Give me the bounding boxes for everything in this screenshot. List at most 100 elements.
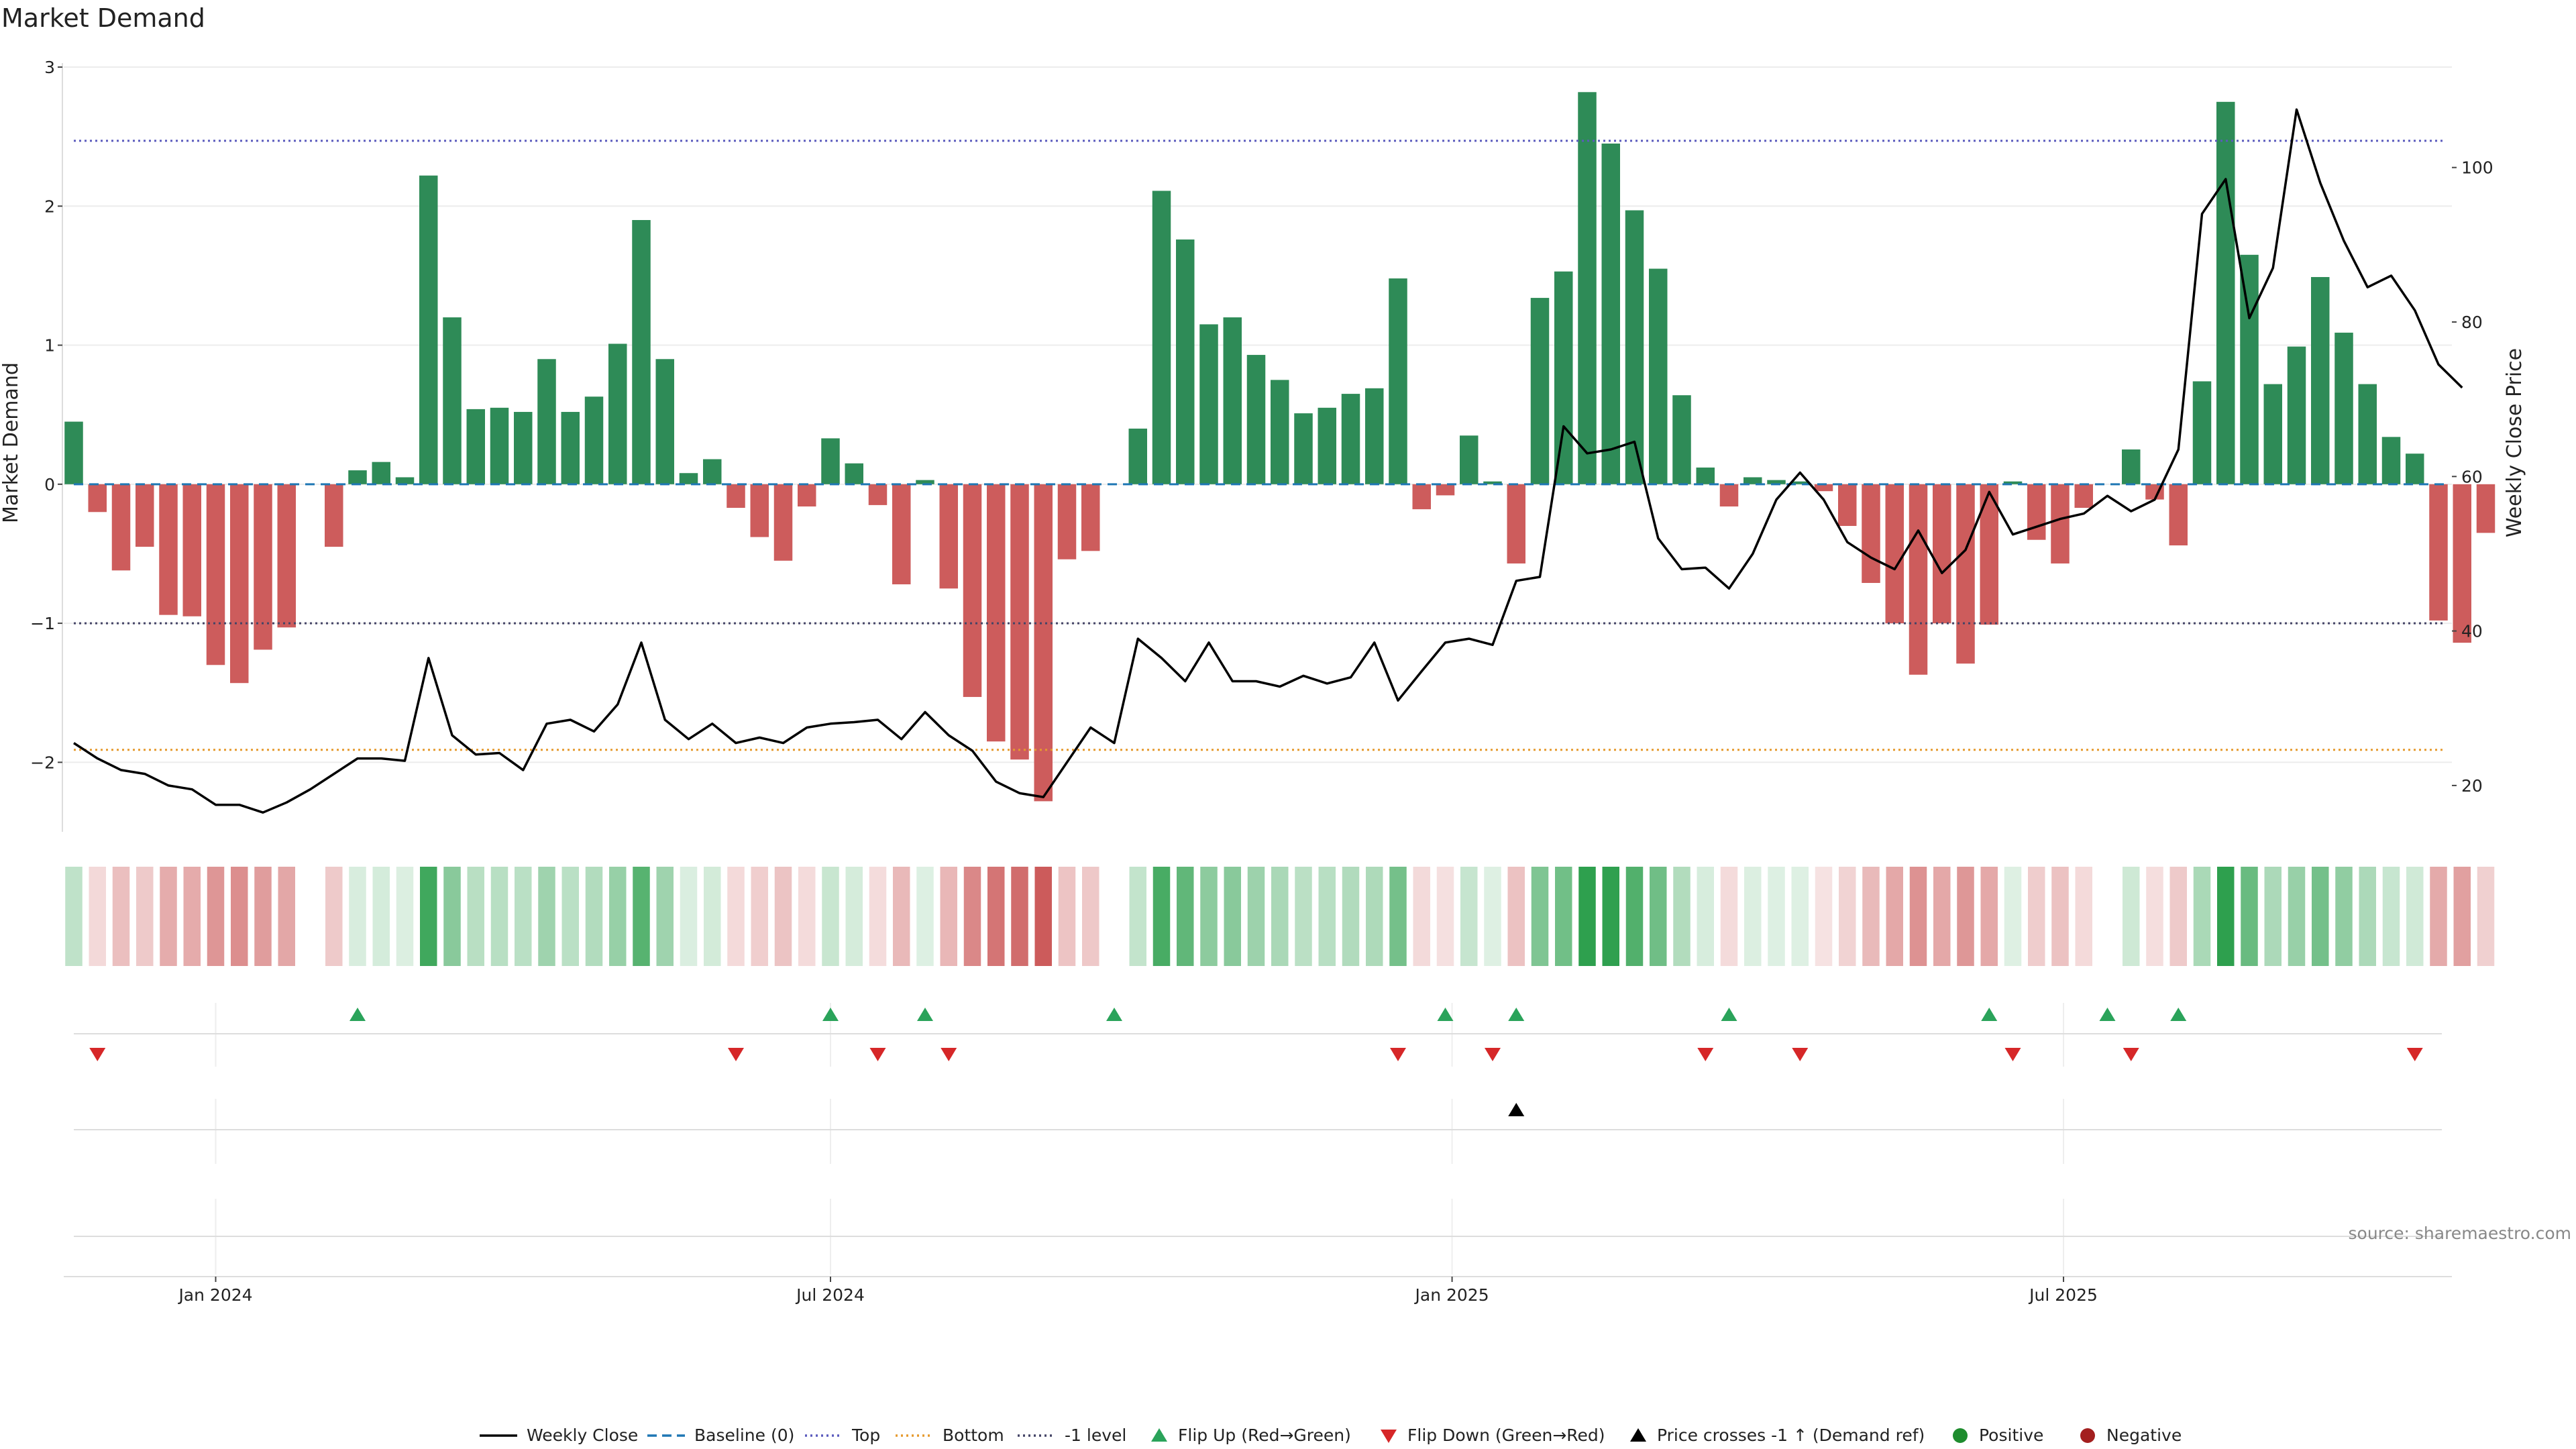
demand-bar [111,484,131,571]
flip-up-marker [2099,1008,2116,1021]
demand-bar [727,484,745,508]
heat-cell [1578,867,1596,966]
heat-cell [490,867,508,966]
demand-bar [2263,384,2282,484]
heat-cell [2169,867,2187,966]
legend-swatch [1381,1430,1397,1443]
heat-cell [1815,867,1833,966]
demand-bar [2074,484,2093,508]
demand-bar [88,484,107,513]
heat-cell [467,867,484,966]
demand-bar [845,463,863,484]
demand-bar [1743,477,1762,484]
demand-bar [2453,484,2471,643]
heat-cell [1602,867,1619,966]
demand-bar [514,412,533,484]
sign-dots-panel [74,1199,2442,1275]
price-cross-panel [74,1099,2442,1164]
heat-cell [893,867,910,966]
heat-cell [136,867,154,966]
legend-swatch [1630,1428,1646,1442]
demand-bar [537,359,556,484]
heat-cell [1555,867,1572,966]
heat-cell [1909,867,1927,966]
demand-bar [2287,346,2306,484]
heat-cell [2241,867,2258,966]
legend-label: Baseline (0) [694,1426,794,1445]
heat-cell [2217,867,2235,966]
heat-cell [2264,867,2282,966]
heat-cell [845,867,863,966]
heat-cell [2288,867,2306,966]
demand-bar [1152,191,1171,484]
flip-down-marker [1390,1048,1406,1061]
x-tick-label: Jan 2025 [1414,1285,1489,1305]
right-tick-label: 60 [2461,467,2483,486]
demand-bar [2358,384,2377,484]
heat-cell [1318,867,1336,966]
heat-cell [940,867,957,966]
demand-bar [1625,210,1644,484]
demand-bar [1719,484,1739,506]
legend-label: Negative [2106,1426,2182,1445]
heat-cell [538,867,555,966]
heat-cell [1507,867,1525,966]
demand-bar [1436,484,1455,496]
heat-cell [183,867,201,966]
demand-bar [2240,254,2259,484]
demand-bar [2216,101,2235,484]
demand-bar [892,484,911,585]
left-tick-label: −2 [30,753,55,772]
legend-label: Positive [1979,1426,2043,1445]
heat-cell [112,867,130,966]
demand-bar [230,484,249,684]
demand-bar [1057,484,1077,559]
heat-cell [1980,867,1998,966]
heat-cell [254,867,272,966]
heat-cell [2146,867,2163,966]
demand-bar [206,484,225,665]
heat-cell [2051,867,2069,966]
demand-bar [2334,332,2353,484]
heat-cell [1744,867,1762,966]
heat-cell [561,867,579,966]
legend-swatch [1953,1428,1968,1443]
flip-up-marker [822,1008,839,1021]
weekly-close-line [73,108,2463,814]
right-tick-label: 40 [2461,622,2483,641]
heat-cell [1011,867,1028,966]
price-series [73,108,2463,814]
heat-cell [1389,867,1407,966]
heat-cell [2193,867,2211,966]
flip-down-marker [941,1048,957,1061]
demand-bar [419,175,438,484]
flip-markers-panel [74,1003,2442,1067]
demand-bar [1081,484,1100,551]
heat-cell [1129,867,1146,966]
heat-cell [1862,867,1880,966]
chart-title: Market Demand [1,3,205,33]
flip-down-marker [2123,1048,2139,1061]
legend-label: Flip Down (Green→Red) [1407,1426,1605,1445]
heat-cell [1034,867,1052,966]
x-tick-label: Jul 2025 [2028,1285,2098,1305]
heat-cell [656,867,674,966]
heat-cell [1933,867,1951,966]
flip-up-marker [917,1008,933,1021]
heat-cell [278,867,295,966]
demand-bar [1672,395,1691,484]
heat-cell [1460,867,1478,966]
demand-bar [1838,484,1857,526]
heat-cell [1058,867,1076,966]
demand-bar [1010,484,1029,760]
heat-cell [680,867,698,966]
heat-cell [987,867,1005,966]
heat-cell [1200,867,1218,966]
flip-up-marker [350,1008,366,1021]
demand-bar [987,484,1006,742]
heat-cell [963,867,981,966]
flip-up-marker [1721,1008,1737,1021]
heat-cell [1625,867,1644,966]
heat-cell [1650,867,1667,966]
